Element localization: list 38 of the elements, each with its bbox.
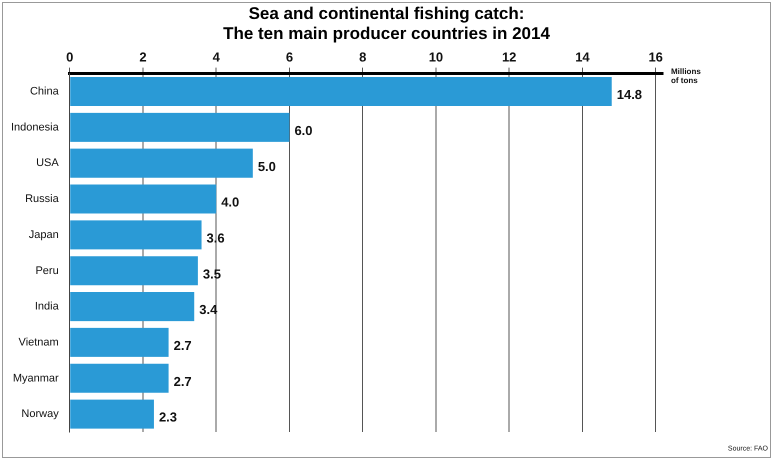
bar <box>70 77 612 106</box>
bar <box>70 112 290 142</box>
bar <box>70 400 154 429</box>
x-tick-label: 4 <box>212 49 221 64</box>
data-label: 2.3 <box>158 410 178 425</box>
data-label: 5.0 <box>258 158 276 174</box>
chart-title: Sea and continental fishing catch: The ten main producer countries in 2014 <box>222 4 551 44</box>
x-tick-label: 10 <box>428 49 444 64</box>
bar <box>70 256 198 286</box>
x-tick-label: 14 <box>575 49 590 64</box>
bar <box>70 220 202 250</box>
data-label: 4.0 <box>221 194 240 210</box>
x-tick-label: 8 <box>359 49 366 64</box>
y-tick-label: USA <box>36 157 60 170</box>
y-tick-label: India <box>34 300 60 313</box>
y-tick-label: Russia <box>25 193 60 206</box>
bar <box>70 364 169 393</box>
y-tick-label: Norway <box>21 408 60 420</box>
data-label: 2.7 <box>174 374 192 389</box>
x-tick-label: 2 <box>139 49 147 64</box>
data-label: 6.0 <box>294 122 313 138</box>
bar <box>70 328 169 357</box>
x-tick-label: 6 <box>286 49 294 64</box>
y-tick-label: Vietnam <box>18 336 59 348</box>
x-tick-label: 12 <box>502 49 516 64</box>
y-tick-label: China <box>30 86 60 98</box>
bar <box>70 292 194 322</box>
bar <box>70 148 253 178</box>
x-tick-label: 16 <box>648 49 663 64</box>
bar <box>70 184 216 214</box>
data-label: 2.7 <box>174 338 192 353</box>
x-axis-title: Millions of tons <box>671 66 702 85</box>
data-label: 14.8 <box>616 87 642 102</box>
y-tick-label: Peru <box>35 264 59 277</box>
y-tick-label: Indonesia <box>10 121 60 134</box>
y-tick-label: Japan <box>28 228 59 241</box>
x-tick-label: 0 <box>66 49 74 64</box>
y-tick-label: Myanmar <box>12 372 60 384</box>
